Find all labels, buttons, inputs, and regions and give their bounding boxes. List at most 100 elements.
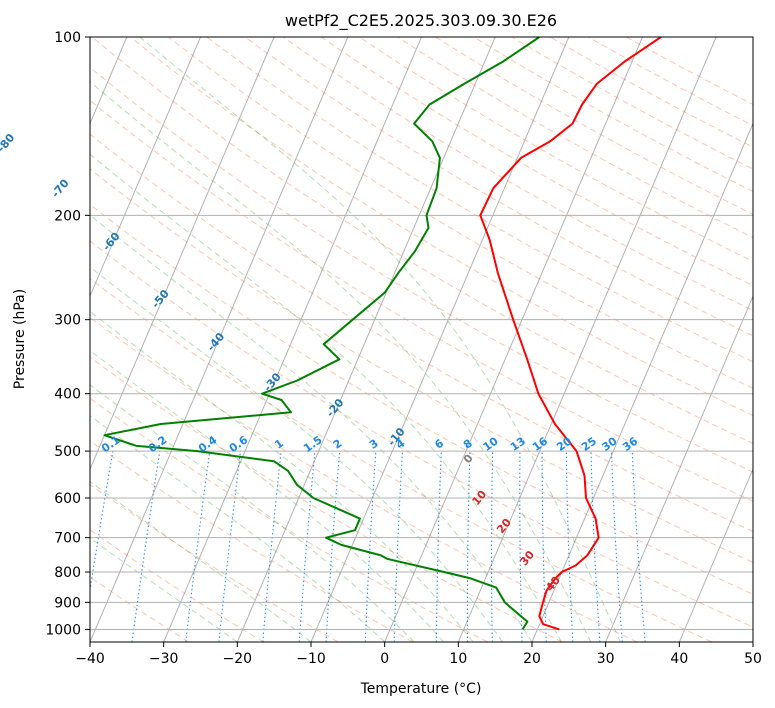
dry-adiabat	[90, 66, 753, 473]
dewpoint-profile-line	[103, 37, 540, 630]
dry-adiabat	[90, 440, 414, 642]
isotherm-label: -40	[205, 330, 228, 354]
x-tick-label: 20	[523, 651, 541, 667]
mixing-ratio-label: 2	[331, 437, 345, 452]
moist-adiabat	[90, 310, 474, 642]
moist-adiabat	[90, 266, 503, 642]
mixing-ratio-line	[490, 451, 494, 642]
dry-adiabat	[90, 133, 753, 533]
mixing-ratio-line	[519, 451, 523, 642]
isotherm-label: -20	[324, 396, 347, 420]
background-lines	[90, 37, 753, 642]
isotherm-line	[384, 37, 643, 642]
isotherm-label: -70	[49, 176, 72, 200]
y-axis-title: Pressure (hPa)	[12, 289, 28, 389]
isotherm-line	[90, 37, 275, 471]
x-axis-title: Temperature (°C)	[360, 681, 482, 697]
mixing-ratio-label: 0.1	[99, 433, 122, 455]
chart-title: wetPf2_C2E5.2025.303.09.30.E26	[285, 11, 557, 31]
moist-adiabat	[90, 414, 386, 642]
dry-adiabat	[90, 316, 638, 642]
x-axis: −40 −30 −20 −10 0 10 20 30 40 50	[75, 642, 762, 667]
x-tick-label: −20	[223, 651, 253, 667]
moist-adiabat	[139, 37, 621, 642]
mixing-ratio-label: 4	[394, 437, 408, 452]
dry-adiabat	[511, 37, 753, 170]
dry-adiabat	[168, 37, 753, 389]
mixing-ratio-label: 3	[367, 437, 381, 452]
x-tick-label: −30	[149, 651, 179, 667]
dry-adiabat	[244, 37, 753, 337]
dry-adiabat	[90, 483, 339, 642]
mixing-ratio-line	[610, 451, 623, 642]
y-tick-label: 400	[54, 387, 81, 403]
y-tick-label: 500	[54, 444, 81, 460]
moist-adiabat	[90, 153, 562, 642]
isotherm-line	[678, 467, 753, 642]
line-labels: -100-90-80-70-60-50-40-30-20-100.10.20.4…	[0, 131, 641, 594]
mixing-ratio-line	[364, 451, 377, 642]
isotherm-line	[90, 37, 349, 642]
theta-e-label: 0	[461, 452, 476, 466]
mixing-ratio-label: 0.6	[227, 433, 251, 455]
y-axis: 100 200 300 400 500 600 700 800 900 1000	[45, 30, 90, 638]
grid-lines	[90, 37, 753, 642]
isotherm-label: -50	[149, 287, 172, 311]
x-tick-label: 40	[670, 651, 688, 667]
mixing-ratio-line	[565, 451, 574, 642]
mixing-ratio-label: 8	[461, 437, 475, 452]
moist-adiabat	[90, 214, 533, 642]
mixing-ratio-label: 1.5	[301, 433, 324, 455]
isotherm-line	[531, 122, 753, 642]
temperature-profile-line	[479, 37, 662, 631]
isotherm-line	[752, 640, 753, 642]
isotherm-label: -30	[261, 370, 284, 394]
mixing-ratio-line	[218, 451, 242, 642]
moist-adiabat	[90, 349, 444, 642]
theta-e-label: 10	[469, 488, 489, 508]
dry-adiabat	[90, 278, 712, 642]
isotherm-line	[163, 37, 422, 642]
mixing-ratio-line	[631, 451, 646, 642]
dry-adiabat	[90, 240, 753, 628]
plot-frame	[89, 36, 754, 643]
isotherm-label: -60	[100, 230, 123, 254]
x-tick-label: 30	[597, 651, 615, 667]
dry-adiabat	[90, 168, 753, 563]
dry-adiabat	[588, 37, 753, 127]
mixing-ratio-line	[90, 451, 114, 593]
dry-adiabat	[90, 397, 488, 642]
isotherm-line	[90, 37, 201, 298]
isotherm-label: -80	[0, 131, 18, 155]
x-tick-label: 50	[744, 651, 762, 667]
dry-adiabat	[91, 37, 753, 444]
mixing-ratio-line	[435, 451, 442, 642]
mixing-ratio-line	[185, 451, 211, 642]
x-tick-label: 0	[380, 651, 389, 667]
x-tick-label: −10	[296, 651, 326, 667]
y-tick-label: 100	[54, 30, 81, 46]
moist-adiabat	[90, 81, 592, 642]
y-tick-label: 900	[54, 595, 81, 611]
dry-adiabat	[90, 203, 753, 595]
isotherm-line	[605, 295, 753, 642]
dry-adiabat	[90, 576, 190, 642]
mixing-ratio-line	[466, 451, 471, 642]
y-tick-label: 600	[54, 491, 81, 507]
y-tick-label: 1000	[45, 622, 81, 638]
mixing-ratio-line	[298, 451, 316, 642]
isotherm-line	[236, 37, 496, 642]
data-series	[103, 37, 662, 631]
dry-adiabat	[206, 37, 753, 363]
x-tick-label: −40	[75, 651, 105, 667]
dry-adiabat	[90, 356, 563, 642]
isotherm-line	[457, 37, 717, 642]
dry-adiabat	[130, 37, 753, 417]
y-tick-label: 800	[54, 565, 81, 581]
y-tick-label: 200	[54, 208, 81, 224]
y-tick-label: 300	[54, 313, 81, 329]
dry-adiabat	[435, 37, 753, 215]
y-tick-label: 700	[54, 531, 81, 547]
dry-adiabat	[549, 37, 753, 148]
